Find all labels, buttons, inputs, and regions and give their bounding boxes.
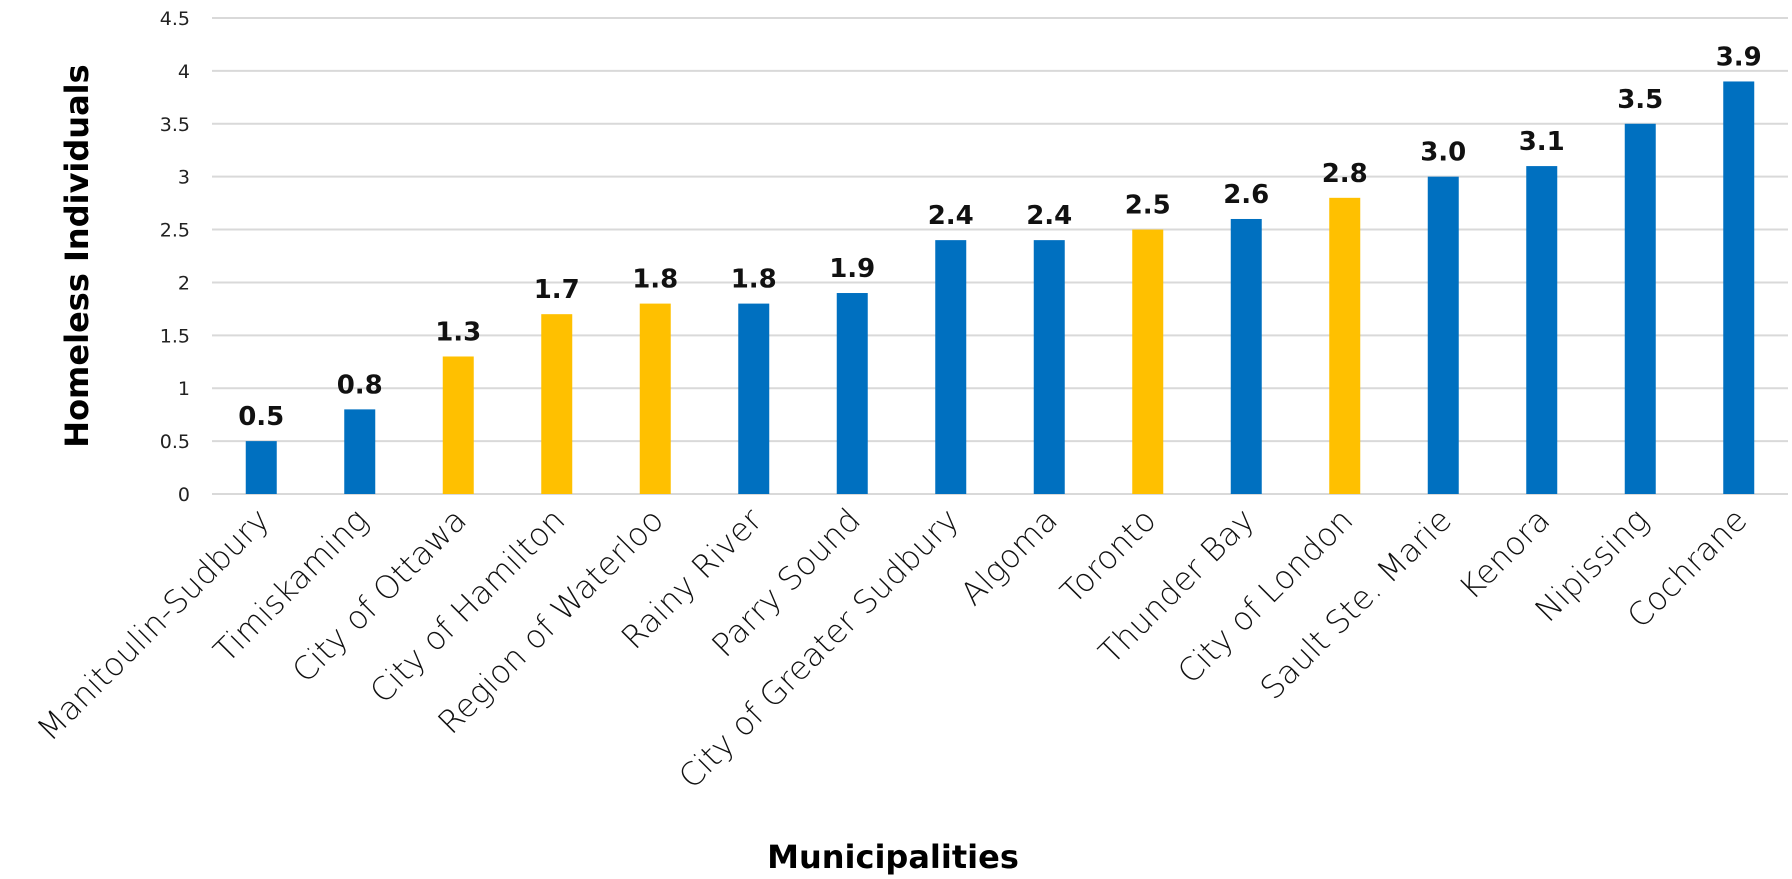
bar xyxy=(1132,229,1164,495)
data-label: 3.9 xyxy=(1716,42,1762,72)
y-tick-label: 1.5 xyxy=(160,325,190,347)
bar xyxy=(836,293,868,494)
y-tick-label: 3 xyxy=(178,167,190,189)
data-label: 1.8 xyxy=(632,265,678,295)
bar xyxy=(1427,176,1459,494)
y-tick-label: 2.5 xyxy=(160,220,190,242)
data-label: 2.4 xyxy=(1026,201,1072,231)
bar xyxy=(639,303,671,494)
data-label: 2.8 xyxy=(1322,159,1368,189)
y-tick-label: 1 xyxy=(178,378,190,400)
bar xyxy=(738,303,770,494)
bar xyxy=(1329,197,1361,495)
bar xyxy=(344,409,376,494)
y-tick-label: 0 xyxy=(178,484,190,506)
bar xyxy=(1624,123,1656,495)
data-label: 3.1 xyxy=(1519,127,1565,157)
x-tick-label: Algoma xyxy=(953,501,1065,613)
data-label: 2.5 xyxy=(1125,191,1171,221)
bar xyxy=(1723,81,1755,494)
data-label: 1.9 xyxy=(829,254,875,284)
y-tick-label: 4.5 xyxy=(160,8,190,30)
x-tick-label: City of London xyxy=(1170,501,1360,691)
gridlines xyxy=(212,17,1788,495)
data-label: 1.8 xyxy=(731,265,777,295)
data-label: 2.4 xyxy=(928,201,974,231)
y-tick-label: 0.5 xyxy=(160,431,190,453)
bar xyxy=(1033,240,1065,494)
data-label: 3.0 xyxy=(1420,138,1466,168)
data-label: 0.8 xyxy=(337,370,383,400)
data-labels: 0.5 0.8 1.3 1.7 1.8 1.8 1.9 2.4 2.4 2.5 2.6 2.8 3.0 3… xyxy=(238,42,1762,432)
data-label: 2.6 xyxy=(1223,180,1269,210)
y-axis-title: Homeless Individuals xyxy=(58,64,96,447)
bar xyxy=(541,314,573,494)
data-label: 1.3 xyxy=(435,317,481,347)
y-tick-label: 2 xyxy=(178,272,190,294)
bar xyxy=(1526,166,1558,495)
data-label: 1.7 xyxy=(534,275,580,305)
y-axis-ticks: 0 0.5 1 1.5 2 2.5 3 3.5 4 4.5 xyxy=(160,8,190,506)
bar xyxy=(935,240,967,494)
bar xyxy=(245,441,277,494)
data-label: 3.5 xyxy=(1617,85,1663,115)
bar xyxy=(1230,218,1262,494)
data-label: 0.5 xyxy=(238,402,284,432)
bars xyxy=(245,81,1755,495)
y-tick-label: 4 xyxy=(178,61,190,83)
x-tick-label: City of Ottawa xyxy=(285,501,474,690)
x-axis-title: Municipalities xyxy=(767,838,1019,876)
bar xyxy=(442,356,474,494)
y-tick-label: 3.5 xyxy=(160,114,190,136)
